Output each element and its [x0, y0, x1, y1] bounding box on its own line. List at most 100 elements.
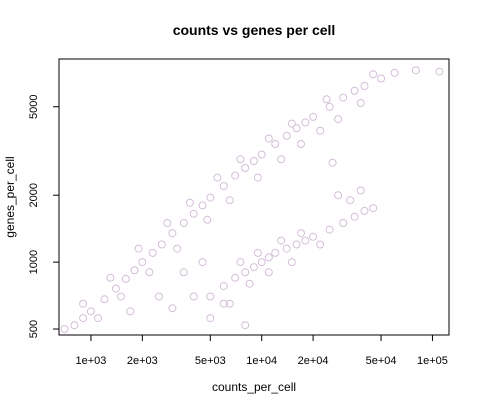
data-point: [411, 66, 420, 75]
data-point: [206, 292, 215, 301]
data-point: [70, 321, 79, 330]
plot-frame: [58, 58, 450, 336]
data-point: [297, 140, 305, 148]
data-point: [390, 68, 399, 77]
data-point: [339, 93, 348, 102]
x-tick-label: 2e+03: [127, 355, 158, 367]
data-point: [282, 244, 291, 253]
data-point: [360, 206, 369, 215]
data-point: [334, 115, 343, 124]
data-point: [111, 284, 120, 293]
data-point: [264, 268, 273, 277]
data-point: [339, 219, 348, 227]
data-point: [138, 258, 147, 267]
data-point: [79, 314, 88, 323]
data-point: [356, 99, 365, 107]
data-point: [297, 229, 305, 238]
data-point: [282, 131, 291, 140]
data-point: [316, 126, 325, 135]
data-point: [253, 248, 262, 257]
data-point: [277, 236, 286, 245]
data-point: [322, 95, 331, 104]
data-point: [328, 158, 337, 167]
data-point: [163, 219, 172, 227]
data-point: [253, 173, 262, 182]
data-point: [360, 82, 369, 90]
data-point: [292, 240, 301, 249]
data-point: [287, 258, 296, 267]
data-point: [179, 219, 188, 227]
data-point: [203, 215, 212, 224]
y-tick-label: 1000: [28, 250, 40, 274]
data-point: [316, 240, 325, 249]
data-point: [241, 164, 250, 172]
data-point: [236, 258, 245, 267]
data-point: [134, 244, 143, 253]
data-point: [106, 273, 115, 282]
data-point: [292, 124, 301, 133]
data-point: [154, 292, 163, 301]
data-point: [301, 118, 310, 127]
data-point: [86, 307, 95, 316]
data-point: [249, 263, 258, 272]
data-point: [236, 155, 245, 164]
data-point: [245, 279, 254, 288]
data-point: [301, 236, 310, 245]
data-point: [249, 157, 258, 165]
data-point: [271, 140, 280, 148]
x-tick-label: 5e+04: [366, 355, 397, 367]
y-axis: 500 1000 2000 5000: [28, 95, 60, 338]
data-point: [241, 268, 250, 277]
x-tick-label: 1e+05: [417, 355, 448, 367]
data-point: [189, 292, 198, 301]
data-point: [325, 225, 334, 234]
data-point: [219, 182, 228, 190]
data-point: [241, 321, 250, 330]
data-point: [179, 268, 188, 277]
data-point: [79, 299, 88, 308]
data-point: [219, 299, 228, 308]
data-point: [126, 307, 135, 316]
data-point: [117, 292, 125, 301]
data-point: [309, 232, 318, 241]
data-point: [94, 314, 102, 323]
data-point: [257, 150, 266, 159]
data-point: [225, 299, 234, 308]
data-point: [264, 134, 273, 143]
data-point: [148, 248, 157, 257]
data-point: [309, 112, 318, 121]
y-axis-label: genes_per_cell: [3, 156, 17, 237]
data-point: [346, 196, 355, 205]
data-point: [100, 295, 109, 304]
data-point: [60, 325, 69, 333]
data-point: [225, 196, 234, 205]
data-point: [121, 274, 130, 283]
data-point: [145, 268, 154, 277]
data-point: [219, 282, 228, 291]
data-point: [287, 119, 296, 128]
data-point: [130, 266, 139, 275]
x-axis-label: counts_per_cell: [212, 380, 296, 394]
data-point: [206, 314, 215, 323]
data-point: [157, 240, 166, 249]
points-layer: [60, 66, 444, 333]
data-point: [198, 258, 207, 267]
data-point: [369, 70, 378, 79]
data-point: [185, 198, 194, 207]
data-point: [231, 171, 240, 180]
x-tick-label: 5e+03: [195, 355, 226, 367]
x-tick-label: 1e+03: [75, 355, 106, 367]
data-point: [369, 204, 378, 213]
data-point: [350, 212, 359, 221]
data-point: [189, 209, 198, 218]
data-point: [356, 186, 365, 195]
y-tick-label: 2000: [28, 183, 40, 207]
data-point: [377, 74, 386, 83]
x-axis: 1e+03 2e+03 5e+03 1e+04 2e+04 5e+04 1e+05: [75, 334, 448, 367]
data-point: [198, 201, 207, 210]
data-point: [206, 193, 215, 202]
data-point: [168, 229, 177, 238]
x-tick-label: 2e+04: [298, 355, 329, 367]
data-point: [271, 248, 280, 257]
data-point: [173, 244, 182, 253]
